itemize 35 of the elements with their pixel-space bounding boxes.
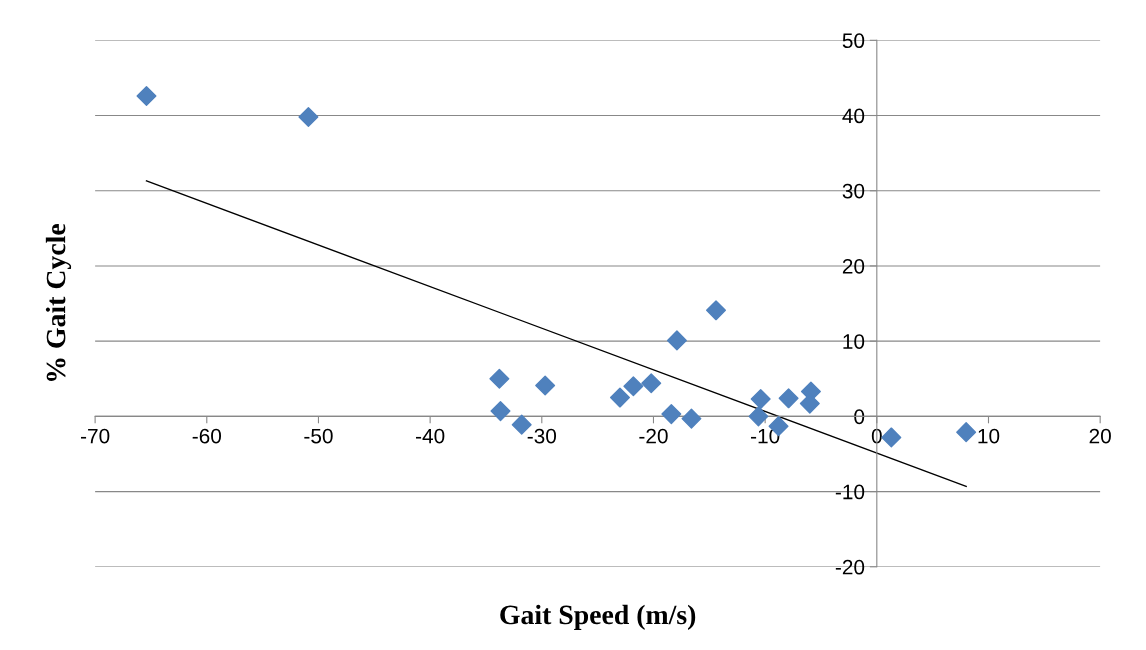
point xyxy=(661,404,682,425)
y-tick-label: 40 xyxy=(842,108,865,124)
point xyxy=(705,300,727,321)
point xyxy=(641,373,662,394)
point xyxy=(609,387,630,408)
point xyxy=(666,330,687,351)
y-tick-label: 50 xyxy=(842,33,865,49)
x-tick-label: 20 xyxy=(1089,428,1111,444)
x-tick-label: 0 xyxy=(871,428,882,444)
x-tick-label: -60 xyxy=(192,428,222,444)
point xyxy=(681,408,702,429)
y-axis-title: % Gait Cycle xyxy=(45,224,72,381)
point xyxy=(490,401,511,422)
point xyxy=(535,375,556,396)
point xyxy=(778,388,799,409)
y-tick-label: 20 xyxy=(842,258,865,274)
x-tick-label: 10 xyxy=(978,428,1000,444)
x-tick-label: -20 xyxy=(639,428,668,444)
point xyxy=(298,107,319,128)
point xyxy=(136,85,157,106)
x-tick-label: -30 xyxy=(527,428,557,444)
x-tick-label: -40 xyxy=(416,428,445,444)
y-tick-label: 30 xyxy=(842,183,865,199)
x-tick-label: -70 xyxy=(80,428,110,444)
point xyxy=(748,406,769,427)
x-tick-label: -50 xyxy=(304,428,333,444)
point xyxy=(489,368,510,389)
point xyxy=(750,389,771,410)
y-tick-label: -20 xyxy=(835,559,865,575)
y-tick-label: -10 xyxy=(835,484,865,500)
point xyxy=(881,427,902,448)
x-axis-title: Gait Speed (m/s) xyxy=(500,604,696,630)
point xyxy=(623,376,644,397)
y-tick-label: 10 xyxy=(843,334,865,349)
point xyxy=(956,422,977,443)
